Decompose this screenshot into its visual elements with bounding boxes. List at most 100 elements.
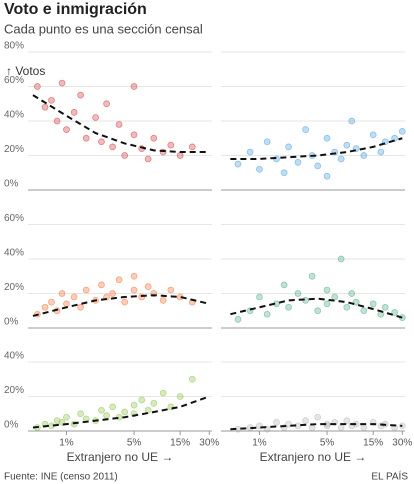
scatter-point xyxy=(115,276,123,284)
scatter-point xyxy=(41,103,49,111)
scatter-point xyxy=(98,406,105,414)
scatter-point xyxy=(314,307,322,315)
trend-line xyxy=(230,423,403,431)
scatter-point xyxy=(98,138,105,146)
scatter-point xyxy=(92,114,99,121)
trend-line xyxy=(230,297,403,319)
scatter-point xyxy=(144,406,152,414)
scatter-point xyxy=(302,126,309,133)
scatter-point xyxy=(256,293,263,301)
scatter-point xyxy=(115,121,123,128)
scatter-point xyxy=(337,155,345,163)
scatter-point xyxy=(256,165,263,173)
scatter-point xyxy=(77,410,84,418)
scatter-point xyxy=(263,310,271,318)
scatter-point xyxy=(188,143,196,151)
x-tick-label: 1% xyxy=(252,438,267,449)
scatter-point xyxy=(273,419,280,426)
scatter-point xyxy=(377,148,385,156)
scatter-point xyxy=(159,389,167,397)
scatter-point xyxy=(348,290,356,297)
scatter-point xyxy=(130,83,138,90)
scatter-point xyxy=(337,424,345,431)
source: Fuente: INE (censo 2011) xyxy=(4,472,118,483)
x-tick-label: 15% xyxy=(363,438,383,449)
scatter-point xyxy=(323,286,331,294)
scatter-point xyxy=(314,413,322,421)
scatter-point xyxy=(159,297,167,304)
scatter-point xyxy=(285,143,292,151)
scatter-point xyxy=(77,91,84,99)
scatter-point xyxy=(144,283,152,290)
trend-line xyxy=(230,137,403,160)
scatter-point xyxy=(63,300,70,308)
y-tick-label: 40% xyxy=(4,351,24,362)
y-tick-label: 80% xyxy=(4,41,24,52)
scatter-point xyxy=(323,134,331,142)
scatter-point xyxy=(381,303,389,311)
y-tick-label: 60% xyxy=(4,75,24,86)
scatter-point xyxy=(308,272,316,280)
scatter-point xyxy=(246,148,254,156)
scatter-point xyxy=(263,138,271,146)
scatter-point xyxy=(53,117,61,125)
scatter-point xyxy=(70,109,78,116)
x-tick-label: 15% xyxy=(170,438,190,449)
scatter-point xyxy=(103,412,110,419)
scatter-point xyxy=(280,169,288,177)
scatter-point xyxy=(63,126,70,133)
scatter-point xyxy=(188,375,196,383)
scatter-point xyxy=(109,403,116,411)
scatter-point xyxy=(294,159,302,166)
scatter-point xyxy=(150,400,158,407)
x-axis-label: Extranjero no UE → xyxy=(260,450,367,464)
scatter-point xyxy=(348,117,356,125)
scatter-point xyxy=(98,281,105,289)
scatter-point xyxy=(130,131,138,139)
scatter-point xyxy=(369,300,377,308)
y-tick-label: 40% xyxy=(4,248,24,259)
scatter-point xyxy=(63,413,70,421)
scatter-point xyxy=(130,401,138,409)
y-tick-label: 60% xyxy=(4,213,24,224)
scatter-point xyxy=(323,172,331,180)
y-tick-label: 0% xyxy=(4,317,19,328)
scatter-point xyxy=(130,286,138,294)
y-tick-label: 40% xyxy=(4,110,24,121)
scatter-point xyxy=(280,281,288,289)
y-axis-label: ↑ Votos xyxy=(6,64,45,78)
scatter-point xyxy=(53,417,61,424)
scatter-point xyxy=(398,128,406,135)
scatter-point xyxy=(331,293,339,301)
scatter-point xyxy=(121,408,129,416)
scatter-point xyxy=(109,290,116,297)
scatter-point xyxy=(82,286,90,294)
x-tick-label: 30% xyxy=(392,438,412,449)
scatter-point xyxy=(70,293,78,301)
scatter-point xyxy=(82,134,90,142)
scatter-point xyxy=(48,298,55,306)
scatter-point xyxy=(360,424,368,431)
x-tick-label: 5% xyxy=(320,438,335,449)
scatter-point xyxy=(308,424,316,431)
scatter-point xyxy=(176,152,184,159)
scatter-point xyxy=(144,155,152,163)
scatter-point xyxy=(343,141,351,149)
scatter-point xyxy=(285,420,292,428)
scatter-point xyxy=(121,298,129,306)
scatter-point xyxy=(369,131,377,139)
chart-title: Voto e inmigración xyxy=(4,1,147,18)
y-tick-label: 20% xyxy=(4,385,24,396)
scatter-point xyxy=(343,303,351,311)
scatter-point xyxy=(77,303,84,311)
scatter-point xyxy=(314,162,322,170)
scatter-point xyxy=(121,152,129,159)
y-tick-label: 0% xyxy=(4,420,19,431)
scatter-point xyxy=(167,141,175,149)
scatter-point xyxy=(285,303,292,311)
scatter-point xyxy=(234,160,242,168)
scatter-point xyxy=(103,100,110,108)
scatter-point xyxy=(302,417,309,424)
scatter-point xyxy=(391,309,398,316)
